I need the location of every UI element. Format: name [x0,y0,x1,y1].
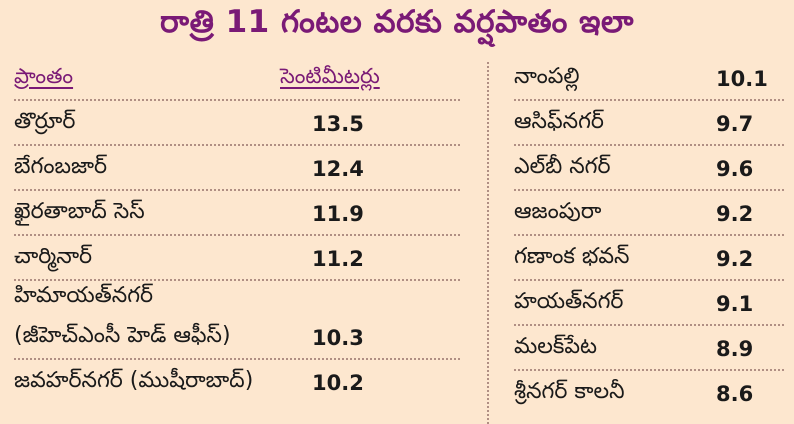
rain-value: 9.2 [716,201,754,226]
table-row: శ్రీనగర్ కాలనీ 8.6 [514,371,784,416]
left-table: ప్రాంతం సెంటిమీటర్లు తొర్రూర్ 13.5 బేగంబ… [14,56,460,405]
table-row: ఎల్‌బీ నగర్ 9.6 [514,146,784,191]
area-name: బేగంబజార్ [14,153,108,179]
area-name: ఖైరతాబాద్ సెస్ [14,198,145,224]
area-name: ఆసిఫ్‌నగర్ [514,108,604,134]
table-row: హిమాయత్‌నగర్ [14,281,460,315]
table-row: తొర్రూర్ 13.5 [14,101,460,146]
rain-value: 11.2 [312,246,364,271]
area-name: హయత్‌నగర్ [514,288,624,314]
table-row: బేగంబజార్ 12.4 [14,146,460,191]
header-area: ప్రాంతం [14,63,74,88]
table-row: ఆజంపురా 9.2 [514,191,784,236]
table-row: మలక్‌పేట 8.9 [514,326,784,371]
area-name: హిమాయత్‌నగర్ [14,283,154,308]
rain-value: 9.2 [716,246,754,271]
right-table: నాంపల్లి 10.1 ఆసిఫ్‌నగర్ 9.7 ఎల్‌బీ నగర్… [514,56,784,416]
area-name: ఎల్‌బీ నగర్ [514,153,611,179]
rain-value: 10.3 [312,325,364,350]
area-name: శ్రీనగర్ కాలనీ [514,378,625,404]
column-divider [487,62,489,424]
rain-value: 10.2 [312,370,364,395]
rain-value: 12.4 [312,156,364,181]
table-row: గణాంక భవన్ 9.2 [514,236,784,281]
area-name: (జీహెచ్‌ఎంసీ హెడ్ ఆఫీస్) [14,322,231,348]
header-unit: సెంటిమీటర్లు [280,63,380,88]
area-name: జవహర్‌నగర్ (ముషీరాబాద్) [14,367,254,393]
table-row: ఖైరతాబాద్ సెస్ 11.9 [14,191,460,236]
area-name: మలక్‌పేట [514,333,597,359]
area-name: గణాంక భవన్ [514,243,630,269]
table-header: ప్రాంతం సెంటిమీటర్లు [14,56,460,101]
table-row: చార్మినార్ 11.2 [14,236,460,281]
rain-value: 9.6 [716,156,754,181]
rain-value: 11.9 [312,201,364,226]
rain-value: 8.6 [716,381,754,406]
rain-value: 8.9 [716,336,754,361]
area-name: తొర్రూర్ [14,108,76,134]
table-row: (జీహెచ్‌ఎంసీ హెడ్ ఆఫీస్) 10.3 [14,315,460,360]
rain-value: 13.5 [312,111,364,136]
rain-value: 9.7 [716,111,754,136]
area-name: ఆజంపురా [514,198,602,224]
table-row: నాంపల్లి 10.1 [514,56,784,101]
area-name: చార్మినార్ [14,243,93,269]
rain-value: 9.1 [716,291,754,316]
table-row: జవహర్‌నగర్ (ముషీరాబాద్) 10.2 [14,360,460,405]
rain-value: 10.1 [716,66,768,91]
page-title: రాత్రి 11 గంటల వరకు వర్షపాతం ఇలా [160,3,634,40]
table-row: హయత్‌నగర్ 9.1 [514,281,784,326]
area-name: నాంపల్లి [514,63,580,89]
table-row: ఆసిఫ్‌నగర్ 9.7 [514,101,784,146]
